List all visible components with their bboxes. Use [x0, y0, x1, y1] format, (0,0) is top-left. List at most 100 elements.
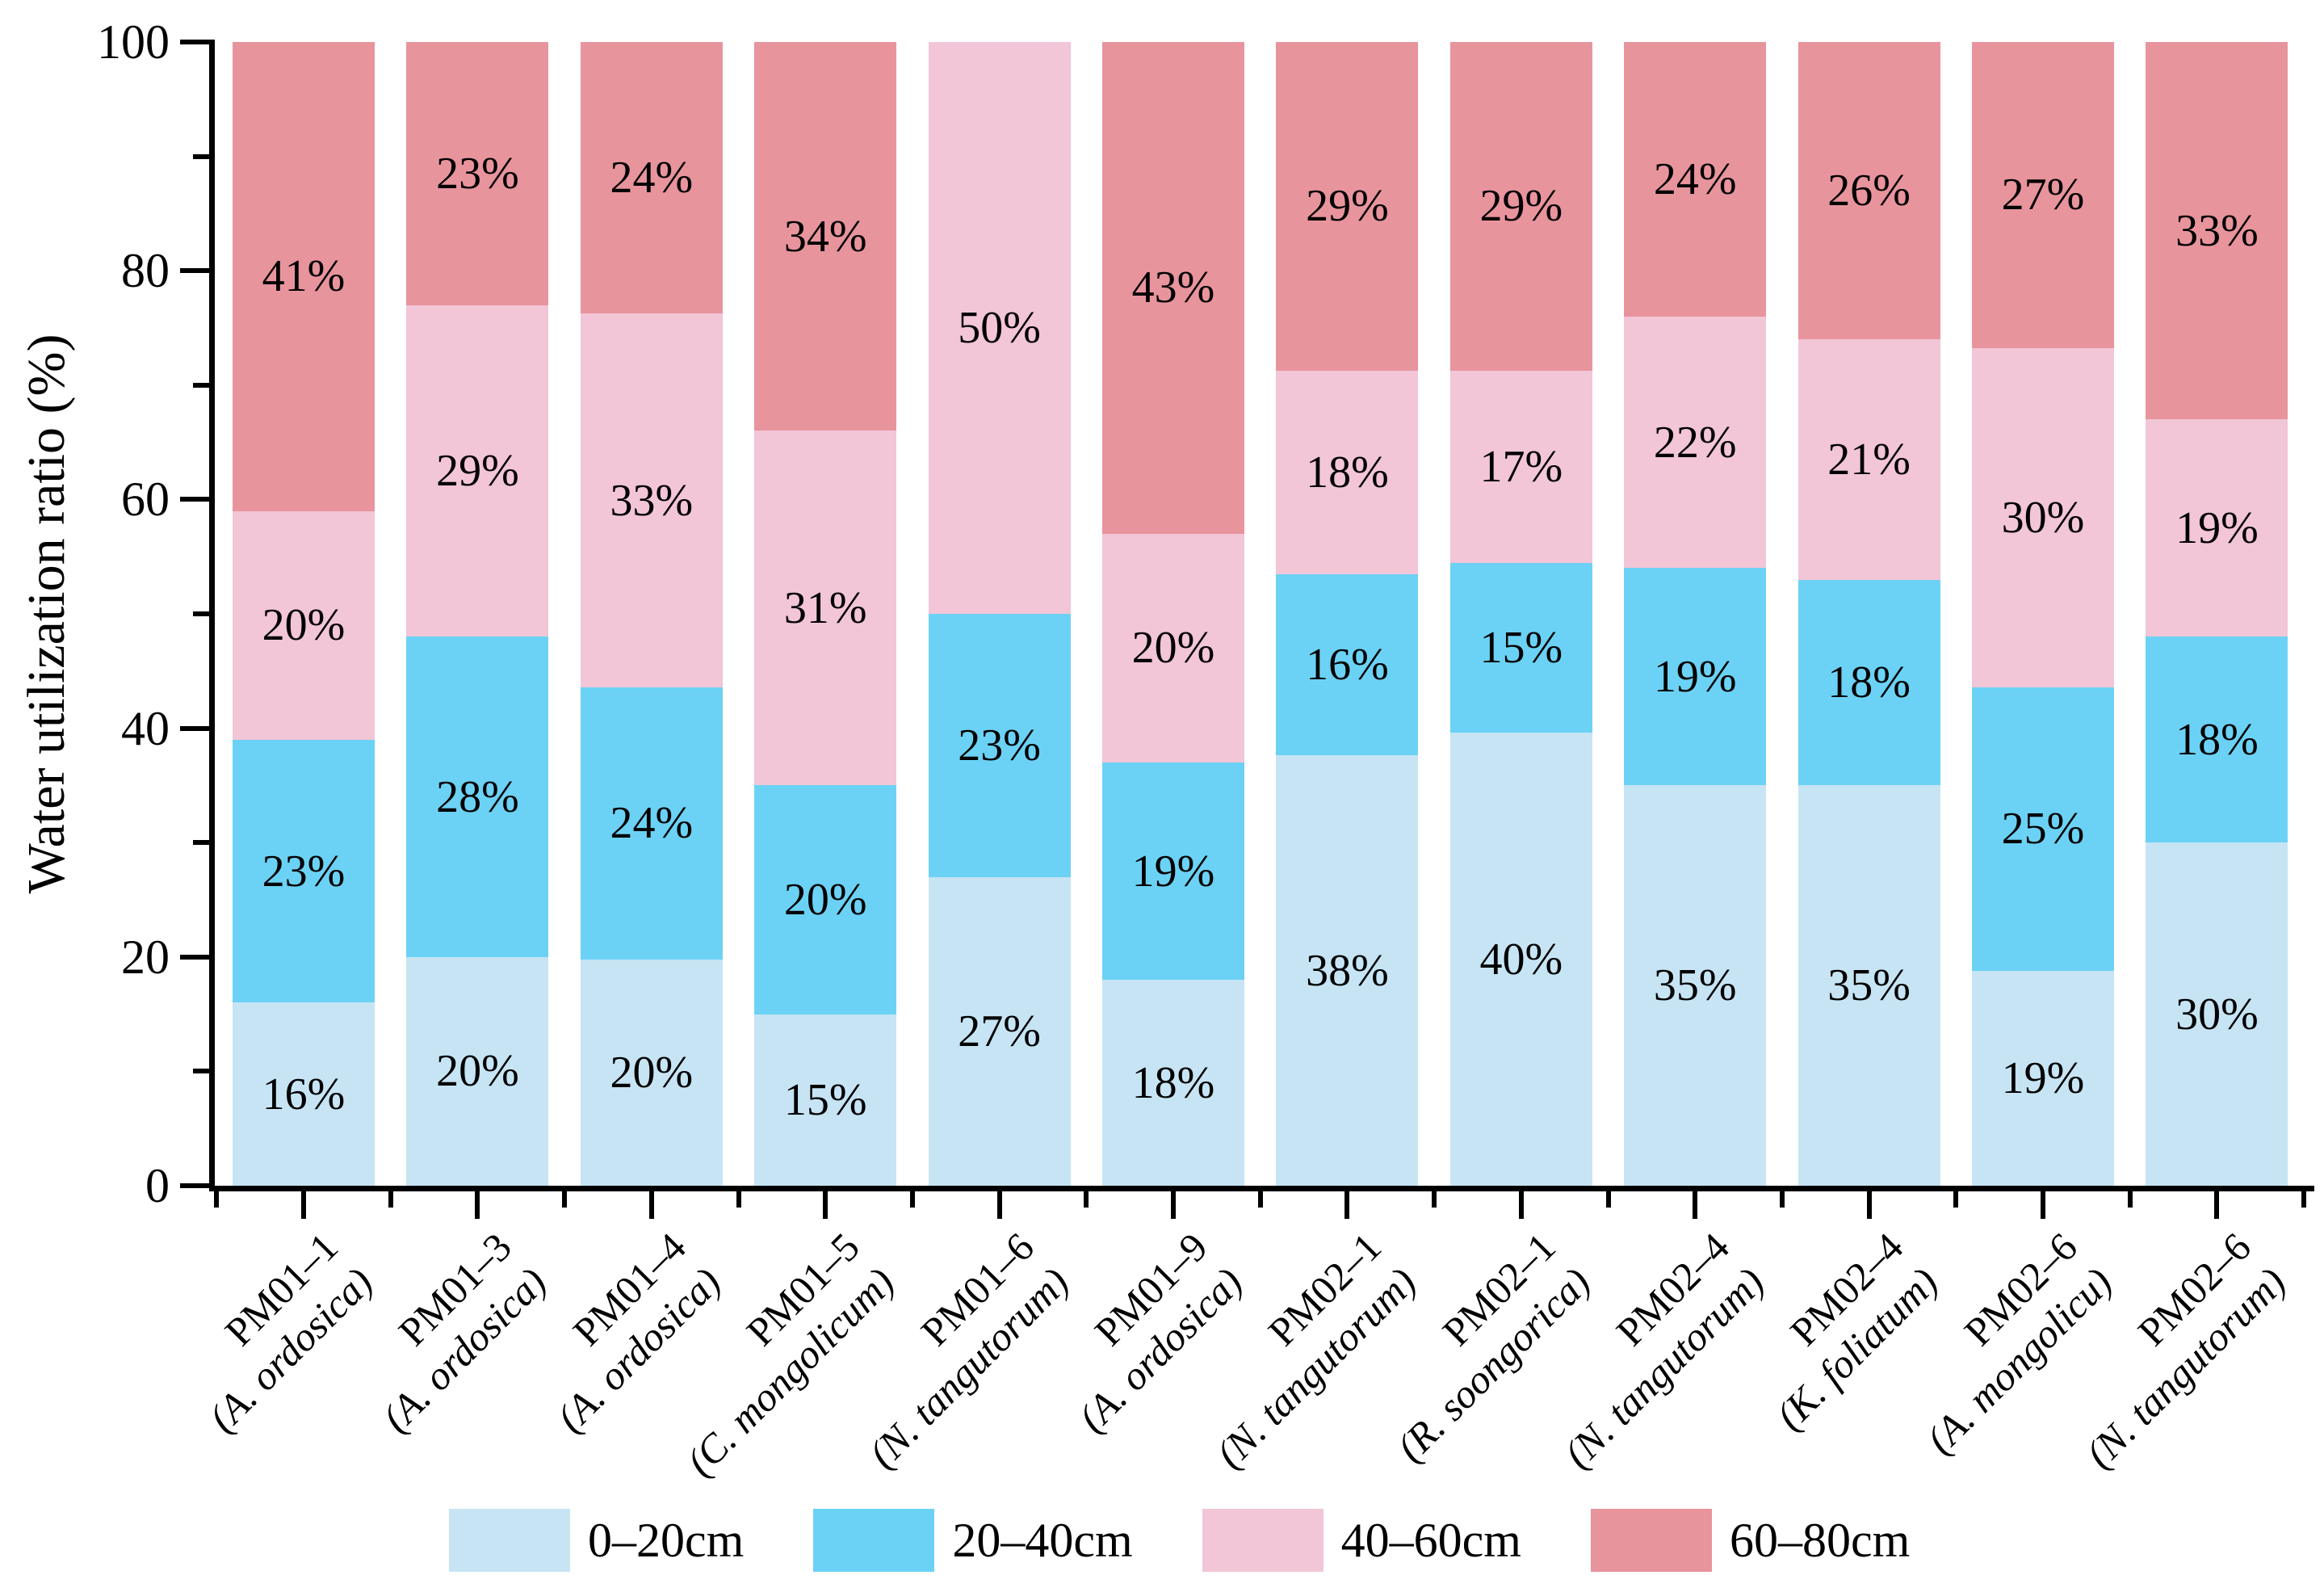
x-axis-minor-tick: [1084, 1191, 1089, 1208]
bar-segment: [1624, 785, 1767, 1186]
x-axis-major-tick: [1866, 1191, 1872, 1219]
bar-segment: [1449, 733, 1592, 1186]
segment-value-label: 31%: [783, 582, 867, 633]
bar-segment: [754, 42, 897, 431]
segment-value-label: 20%: [436, 1046, 519, 1097]
bar-segment: [1972, 347, 2114, 688]
x-axis-minor-tick: [1257, 1191, 1263, 1208]
bar-segment: [1102, 980, 1244, 1186]
bar-segment: [1449, 562, 1592, 733]
legend-label: 40–60cm: [1340, 1514, 1521, 1567]
bar-segment: [1102, 42, 1244, 534]
y-axis-minor-tick: [193, 1069, 209, 1074]
x-axis-minor-tick: [736, 1191, 741, 1208]
segment-value-label: 41%: [262, 251, 346, 302]
bar-segment: [406, 636, 549, 957]
bar-segment: [1798, 785, 1940, 1186]
bar-segment: [1624, 568, 1767, 786]
segment-value-label: 15%: [1479, 623, 1563, 674]
x-axis-major-tick: [2214, 1191, 2220, 1219]
segment-value-label: 18%: [2175, 714, 2259, 765]
legend-label: 0–20cm: [588, 1514, 745, 1567]
bar-segment: [406, 956, 549, 1186]
y-axis-tick-label: 100: [97, 15, 170, 69]
segment-value-label: 19%: [1131, 846, 1215, 897]
legend: 0–20cm 20–40cm 40–60cm 60–80cm: [449, 1509, 1910, 1572]
segment-value-label: 38%: [1306, 945, 1389, 996]
legend-swatch: [813, 1509, 935, 1572]
y-axis-major-tick: [180, 1183, 209, 1188]
legend-item-60-80cm: 60–80cm: [1590, 1509, 1911, 1572]
bar-segment: [2146, 42, 2288, 420]
bar-segment: [406, 305, 549, 637]
bar-segment: [406, 42, 549, 305]
x-axis-minor-tick: [2127, 1191, 2133, 1208]
bar-segment: [1276, 42, 1419, 371]
segment-value-label: 20%: [262, 600, 346, 651]
segment-value-label: 23%: [958, 720, 1041, 771]
legend-label: 60–80cm: [1729, 1514, 1911, 1567]
y-axis-tick-label: 0: [145, 1159, 170, 1212]
segment-value-label: 20%: [610, 1047, 694, 1098]
legend-item-20-40cm: 20–40cm: [813, 1509, 1133, 1572]
segment-value-label: 27%: [2001, 170, 2085, 221]
segment-value-label: 24%: [610, 798, 694, 849]
x-axis-minor-tick: [214, 1191, 220, 1208]
segment-value-label: 29%: [1479, 181, 1563, 232]
bar-segment: [1624, 42, 1767, 317]
segment-value-label: 18%: [1306, 447, 1389, 498]
segment-value-label: 33%: [610, 475, 694, 526]
x-axis-minor-tick: [2301, 1191, 2307, 1208]
bar-segment: [1624, 316, 1767, 569]
x-axis-minor-tick: [388, 1191, 393, 1208]
x-axis-category-label-text: PM01–3 (A. ordosica): [338, 1223, 557, 1443]
y-axis-minor-tick: [193, 153, 209, 159]
bar-segment: [1276, 573, 1419, 756]
bar-segment: [1798, 42, 1940, 340]
segment-value-label: 21%: [1827, 434, 1911, 485]
x-axis-minor-tick: [909, 1191, 915, 1208]
bar-segment: [928, 614, 1071, 877]
x-axis-minor-tick: [1432, 1191, 1437, 1208]
bar-segment: [1449, 370, 1592, 563]
bar-segment: [1798, 339, 1940, 580]
segment-value-label: 23%: [436, 148, 519, 199]
segment-value-label: 29%: [436, 446, 519, 496]
y-axis-tick-label: 20: [121, 930, 170, 984]
y-axis-tick-label: 40: [121, 701, 170, 755]
legend-item-40-60cm: 40–60cm: [1202, 1509, 1521, 1572]
bar-segment: [233, 510, 375, 740]
bar-segment: [233, 739, 375, 1003]
x-axis-major-tick: [1518, 1191, 1524, 1219]
segment-value-label: 40%: [1479, 934, 1563, 985]
x-axis-minor-tick: [562, 1191, 568, 1208]
x-axis-line: [209, 1186, 2314, 1191]
bar-segment: [1449, 42, 1592, 371]
segment-value-label: 15%: [783, 1074, 867, 1125]
y-axis-line: [209, 40, 215, 1191]
bar-segment: [1102, 762, 1244, 981]
segment-value-label: 35%: [1827, 960, 1911, 1011]
segment-value-label: 25%: [2001, 804, 2085, 855]
y-axis-major-tick: [180, 954, 209, 960]
segment-value-label: 26%: [1827, 166, 1911, 216]
y-axis-major-tick: [180, 268, 209, 274]
x-axis-major-tick: [823, 1191, 829, 1219]
y-axis-minor-tick: [193, 611, 209, 616]
segment-value-label: 22%: [1653, 417, 1737, 468]
y-axis-major-tick: [180, 725, 209, 731]
segment-value-label: 19%: [1653, 651, 1737, 702]
bar-segment: [2146, 842, 2288, 1186]
bar-segment: [580, 959, 723, 1186]
bar-segment: [928, 876, 1071, 1186]
x-axis-major-tick: [996, 1191, 1002, 1219]
segment-value-label: 35%: [1653, 960, 1737, 1011]
y-axis-minor-tick: [193, 840, 209, 846]
x-axis-major-tick: [1344, 1191, 1350, 1219]
x-axis-major-tick: [2041, 1191, 2045, 1219]
x-axis-major-tick: [1693, 1191, 1698, 1219]
x-axis-minor-tick: [1779, 1191, 1785, 1208]
segment-value-label: 50%: [958, 303, 1041, 353]
segment-value-label: 24%: [1653, 153, 1737, 204]
segment-value-label: 20%: [1131, 623, 1215, 674]
